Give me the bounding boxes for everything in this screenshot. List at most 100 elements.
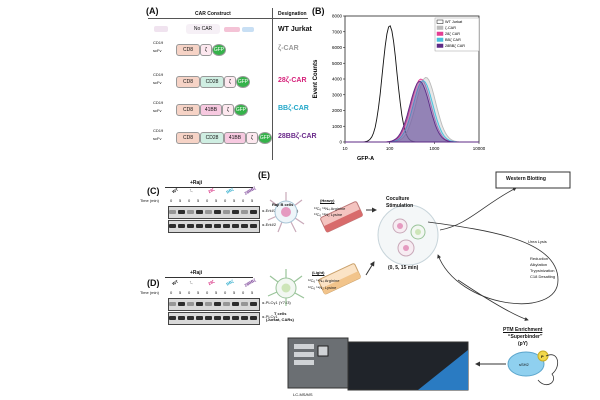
construct-segment: CD28	[200, 132, 224, 144]
y-tick-label: 5000	[332, 61, 343, 66]
blot-band	[205, 316, 212, 320]
construct-segment: GFP	[212, 44, 226, 56]
raji-line	[165, 277, 253, 278]
step: Reduction	[530, 256, 549, 261]
construct-segment: ζ	[200, 44, 212, 56]
panel-a-label: (A)	[146, 6, 159, 16]
x-tick-label: 100	[386, 146, 394, 151]
blot-band	[178, 210, 185, 214]
designation-label: 28ζ-CAR	[278, 77, 307, 84]
construct-segment: CD28	[200, 76, 224, 88]
blot-band	[205, 224, 212, 228]
blot-band	[214, 224, 221, 228]
raji-cells-label: Raji B cells	[272, 202, 294, 207]
designation-wt: WT Jurkat	[278, 26, 312, 33]
legend-label: BBζ CAR	[445, 38, 461, 42]
y-tick-label: 0	[339, 140, 342, 145]
blot-band	[169, 224, 176, 228]
construct-segment: CD8	[176, 132, 200, 144]
raji-line	[165, 187, 253, 188]
blot-band	[232, 302, 239, 306]
designation-label: BBζ-CAR	[278, 105, 309, 112]
step: C18 Desalting	[530, 274, 556, 279]
x-tick-label: 10000	[473, 146, 485, 151]
y-tick-label: 8000	[332, 14, 343, 19]
blot-band	[187, 316, 194, 320]
scfv-label: CD19	[153, 40, 164, 45]
blot-group-label: ζ	[188, 187, 193, 194]
scfv-label: scFv	[153, 108, 162, 113]
x-axis-label: GFP-A	[357, 156, 374, 162]
coculture-dish-icon	[377, 204, 439, 266]
legend-swatch	[436, 25, 444, 30]
blot-band	[178, 316, 185, 320]
blot-band	[223, 316, 230, 320]
light-label: (Light)	[312, 270, 325, 275]
blot-band	[205, 302, 212, 306]
construct-segment: GFP	[236, 76, 250, 88]
blot-band	[205, 210, 212, 214]
blot-band	[187, 302, 194, 306]
blot-band	[250, 316, 257, 320]
y-tick-label: 1000	[332, 124, 343, 129]
raji-label-c: +Raji	[190, 180, 203, 186]
tcells-sublabel: (Jurkat, CARs)	[266, 317, 294, 322]
blot-band	[223, 210, 230, 214]
blot-band	[196, 210, 203, 214]
column-divider	[272, 8, 273, 160]
x-tick-label: 1000	[429, 146, 440, 151]
lane-time-label: 0	[188, 290, 191, 295]
blot-band	[232, 224, 239, 228]
light-flask-icon	[318, 263, 361, 295]
ptm-enrichment-label: PTM Enrichment	[503, 327, 543, 333]
scfv-label: scFv	[153, 48, 162, 53]
block	[242, 27, 254, 32]
tcells-label: T cells	[274, 311, 287, 316]
legend-swatch	[436, 43, 444, 48]
phospho-label: P	[541, 354, 544, 359]
lane-time-label: 5	[215, 290, 218, 295]
y-tick-label: 7000	[332, 29, 343, 34]
blot-band	[223, 302, 230, 306]
lane-time-label: 5	[179, 198, 182, 203]
series-curve	[345, 81, 479, 143]
blot-band	[223, 224, 230, 228]
time-label: Time (min)	[140, 198, 159, 203]
blot-band	[214, 316, 221, 320]
scfv-label: scFv	[153, 80, 162, 85]
lane-time-label: 5	[233, 290, 236, 295]
lane-time-label: 5	[251, 198, 254, 203]
lane-time-label: 0	[224, 198, 227, 203]
legend-label: WT Jurkat	[445, 20, 463, 24]
legend-swatch	[436, 19, 444, 24]
construct-segment: ζ	[222, 104, 234, 116]
y-axis-label: Event Counts	[313, 59, 319, 98]
designation-header: Designation	[278, 11, 307, 17]
construct-segment: CD8	[176, 44, 200, 56]
lane-time-label: 0	[188, 198, 191, 203]
blot-band	[187, 224, 194, 228]
blot-band	[241, 316, 248, 320]
scfv-label: scFv	[153, 136, 162, 141]
blot-group-label: BBζ	[225, 186, 235, 195]
blot-band	[214, 302, 221, 306]
blot-band	[196, 224, 203, 228]
superbinder-label: “Superbinder”	[508, 334, 543, 340]
signal-peptide	[154, 26, 168, 32]
blot-group-label: ζ	[188, 279, 193, 286]
construct-header: CAR Construct	[195, 11, 231, 17]
construct-segment: 41BB	[224, 132, 246, 144]
scfv-label: CD19	[153, 72, 164, 77]
construct-segment: ζ	[224, 76, 236, 88]
legend-label: 28BBζ CAR	[445, 44, 465, 48]
lane-time-label: 0	[224, 290, 227, 295]
y-tick-label: 2000	[332, 108, 343, 113]
construct-segment: CD8	[176, 104, 200, 116]
lane-time-label: 5	[197, 290, 200, 295]
blot-band	[178, 224, 185, 228]
blot-group-label: 28ζ	[207, 186, 216, 195]
blot-band	[241, 302, 248, 306]
blot-group-label: 28ζ	[207, 278, 216, 287]
blot-band	[196, 316, 203, 320]
designation-label: ζ-CAR	[278, 45, 299, 52]
